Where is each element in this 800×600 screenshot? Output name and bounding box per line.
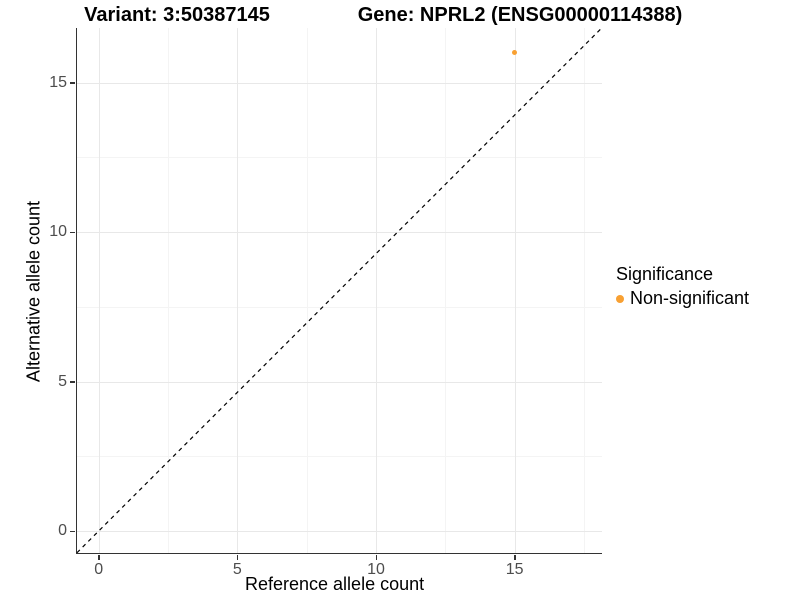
y-tick-mark: [70, 530, 76, 533]
y-major-gridline: [77, 531, 602, 532]
x-axis-title: Reference allele count: [245, 574, 425, 594]
x-tick-label: 10: [367, 561, 385, 578]
legend-title: Significance: [616, 264, 714, 284]
y-major-gridline: [77, 82, 602, 84]
x-minor-gridline: [168, 28, 170, 553]
legend: Significance Non-significant: [616, 264, 796, 309]
x-minor-gridline: [306, 28, 308, 553]
x-tick-mark: [98, 554, 100, 560]
y-minor-gridline: [77, 456, 602, 458]
x-major-gridline: [237, 28, 239, 553]
x-tick-label: 0: [94, 561, 104, 578]
x-tick-mark: [375, 554, 378, 560]
x-tick-mark: [514, 554, 516, 560]
x-major-gridline: [376, 28, 377, 553]
x-minor-gridline: [445, 28, 447, 553]
y-tick-mark: [70, 381, 76, 383]
x-tick-label: 15: [505, 561, 524, 578]
y-tick-label: 10: [49, 223, 67, 240]
identity-reference-line: [76, 27, 603, 554]
y-major-gridline: [77, 232, 602, 233]
y-tick-label: 5: [58, 372, 67, 390]
variant-title: Variant: 3:50387145: [84, 4, 270, 26]
x-minor-gridline: [583, 28, 585, 553]
x-tick-label: 5: [232, 561, 242, 578]
x-major-gridline: [514, 28, 516, 553]
y-minor-gridline: [77, 157, 602, 159]
y-tick-label: 15: [49, 73, 67, 91]
non-significant-dot-icon: [616, 294, 624, 303]
plot-panel: 0 5 10 15 0 5 10 15: [49, 27, 603, 578]
y-tick-mark: [70, 82, 76, 84]
x-tick-mark: [236, 554, 239, 560]
legend-entry-label: Non-significant: [630, 288, 750, 308]
legend-entry-non-significant: Non-significant: [616, 288, 796, 309]
y-minor-gridline: [77, 306, 602, 308]
y-tick-label: 0: [58, 522, 67, 539]
y-tick-mark: [70, 231, 76, 234]
x-major-gridline: [98, 28, 100, 553]
y-axis-title: Alternative allele count: [23, 200, 44, 383]
gene-title: Gene: NPRL2 (ENSG00000114388): [357, 4, 683, 26]
data-point: [512, 50, 518, 56]
y-major-gridline: [77, 381, 602, 383]
